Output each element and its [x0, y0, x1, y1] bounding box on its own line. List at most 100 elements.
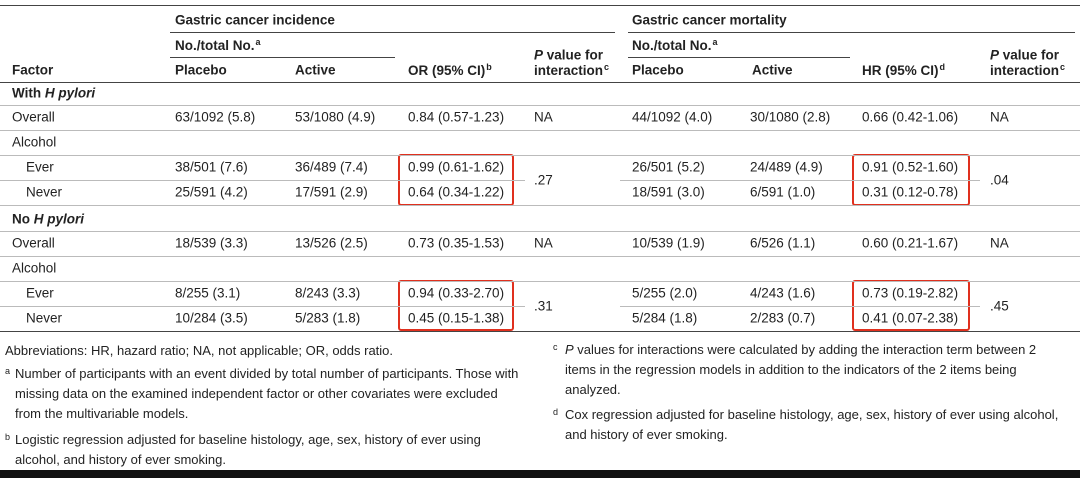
footnote-mark: a	[5, 366, 11, 376]
row-label: Alcohol	[12, 261, 56, 276]
row-divider	[0, 105, 1080, 106]
cell: 30/1080 (2.8)	[750, 110, 830, 125]
text: 0.41 (0.07-2.38)	[862, 310, 959, 326]
row-divider	[0, 155, 1080, 156]
rule	[0, 5, 1080, 6]
column-header: HR (95% CI)d	[862, 62, 945, 78]
rule	[170, 57, 395, 58]
row-label: Ever	[26, 286, 54, 301]
cell: 0.73 (0.35-1.53)	[408, 236, 504, 251]
text: Logistic regression adjusted for baselin…	[15, 432, 481, 467]
cell: 0.73 (0.19-2.82)	[862, 286, 958, 301]
cell: NA	[990, 110, 1009, 125]
text: 0.91 (0.52-1.60)	[862, 159, 959, 175]
footnote: Logistic regression adjusted for baselin…	[15, 430, 520, 470]
column-header: interactionc	[990, 62, 1065, 78]
cell: 5/284 (1.8)	[632, 311, 697, 326]
row-divider	[620, 180, 980, 181]
cell: 0.66 (0.42-1.06)	[862, 110, 958, 125]
text: Overall	[12, 109, 55, 125]
text: Ever	[26, 285, 54, 301]
cell: 38/501 (7.6)	[175, 160, 248, 175]
text: 10/539 (1.9)	[632, 235, 705, 251]
row-divider	[0, 256, 1080, 257]
cell: 0.84 (0.57-1.23)	[408, 110, 504, 125]
text: With	[12, 85, 45, 101]
column-header: interactionc	[534, 62, 609, 78]
footnote-mark: d	[553, 407, 559, 417]
text: 0.60 (0.21-1.67)	[862, 235, 959, 251]
text: 0.31 (0.12-0.78)	[862, 184, 959, 200]
column-header: Active	[295, 63, 336, 78]
rule	[0, 331, 1080, 332]
row-label: Never	[26, 311, 62, 326]
row-label: Alcohol	[12, 135, 56, 150]
cell: NA	[990, 236, 1009, 251]
footnote: Number of participants with an event div…	[15, 364, 520, 424]
bottom-bar	[0, 470, 1080, 478]
cell: 36/489 (7.4)	[295, 160, 368, 175]
cell: 0.99 (0.61-1.62)	[408, 160, 504, 175]
text: 8/255 (3.1)	[175, 285, 241, 301]
text: 38/501 (7.6)	[175, 159, 248, 175]
text: a	[255, 37, 261, 47]
text: 0.45 (0.15-1.38)	[408, 310, 505, 326]
cell: 5/283 (1.8)	[295, 311, 360, 326]
text: 2/283 (0.7)	[750, 310, 816, 326]
rule	[0, 82, 1080, 83]
text: 17/591 (2.9)	[295, 184, 368, 200]
cell: 0.64 (0.34-1.22)	[408, 185, 504, 200]
text: Cox regression adjusted for baseline his…	[565, 407, 1059, 442]
cell: .27	[534, 173, 553, 188]
text: 5/284 (1.8)	[632, 310, 698, 326]
text: value for	[999, 47, 1060, 63]
text: 10/284 (3.5)	[175, 310, 248, 326]
cell: 8/255 (3.1)	[175, 286, 240, 301]
text: 53/1080 (4.9)	[295, 109, 376, 125]
text: interaction	[990, 63, 1060, 78]
text: .45	[990, 298, 1009, 314]
column-header: Factor	[12, 63, 53, 78]
text: NA	[990, 109, 1009, 125]
text: Never	[26, 310, 63, 326]
group-header: Gastric cancer incidence	[175, 13, 335, 28]
row-divider	[0, 231, 1080, 232]
text: NA	[534, 109, 553, 125]
text: P	[990, 47, 1000, 63]
cell: 0.31 (0.12-0.78)	[862, 185, 958, 200]
text: Never	[26, 184, 63, 200]
text: Ever	[26, 159, 54, 175]
footnote-mark: c	[553, 342, 558, 352]
text: c	[604, 62, 610, 72]
cell: .04	[990, 173, 1009, 188]
row-label: Overall	[12, 236, 55, 251]
cell: .31	[534, 299, 553, 314]
text: No	[12, 211, 34, 227]
footnote-mark: b	[5, 432, 11, 442]
text: 25/591 (4.2)	[175, 184, 248, 200]
cell: 0.60 (0.21-1.67)	[862, 236, 958, 251]
text: .27	[534, 172, 553, 188]
row-divider	[0, 180, 525, 181]
text: Placebo	[632, 62, 684, 78]
cell: 0.45 (0.15-1.38)	[408, 311, 504, 326]
text: value for	[543, 47, 604, 63]
text: 30/1080 (2.8)	[750, 109, 831, 125]
text: a	[712, 37, 718, 47]
rule	[628, 57, 850, 58]
column-header: No./total No.a	[175, 37, 261, 53]
text: 0.66 (0.42-1.06)	[862, 109, 959, 125]
row-divider	[0, 306, 525, 307]
column-header: Placebo	[175, 63, 227, 78]
text: 4/243 (1.6)	[750, 285, 816, 301]
section-title: With H pylori	[12, 86, 95, 101]
text: 24/489 (4.9)	[750, 159, 823, 175]
text: 26/501 (5.2)	[632, 159, 705, 175]
cell: 25/591 (4.2)	[175, 185, 248, 200]
text: Placebo	[175, 62, 227, 78]
text: .31	[534, 298, 553, 314]
text: 0.94 (0.33-2.70)	[408, 285, 505, 301]
cell: 17/591 (2.9)	[295, 185, 368, 200]
text: .04	[990, 172, 1009, 188]
